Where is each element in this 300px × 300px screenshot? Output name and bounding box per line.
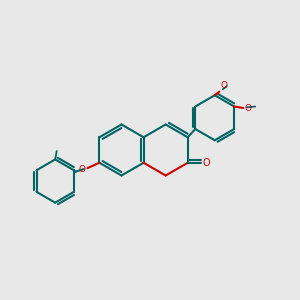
Text: O: O (245, 103, 252, 112)
Text: O: O (203, 158, 210, 168)
Text: O: O (78, 164, 85, 173)
Text: O: O (221, 81, 228, 90)
